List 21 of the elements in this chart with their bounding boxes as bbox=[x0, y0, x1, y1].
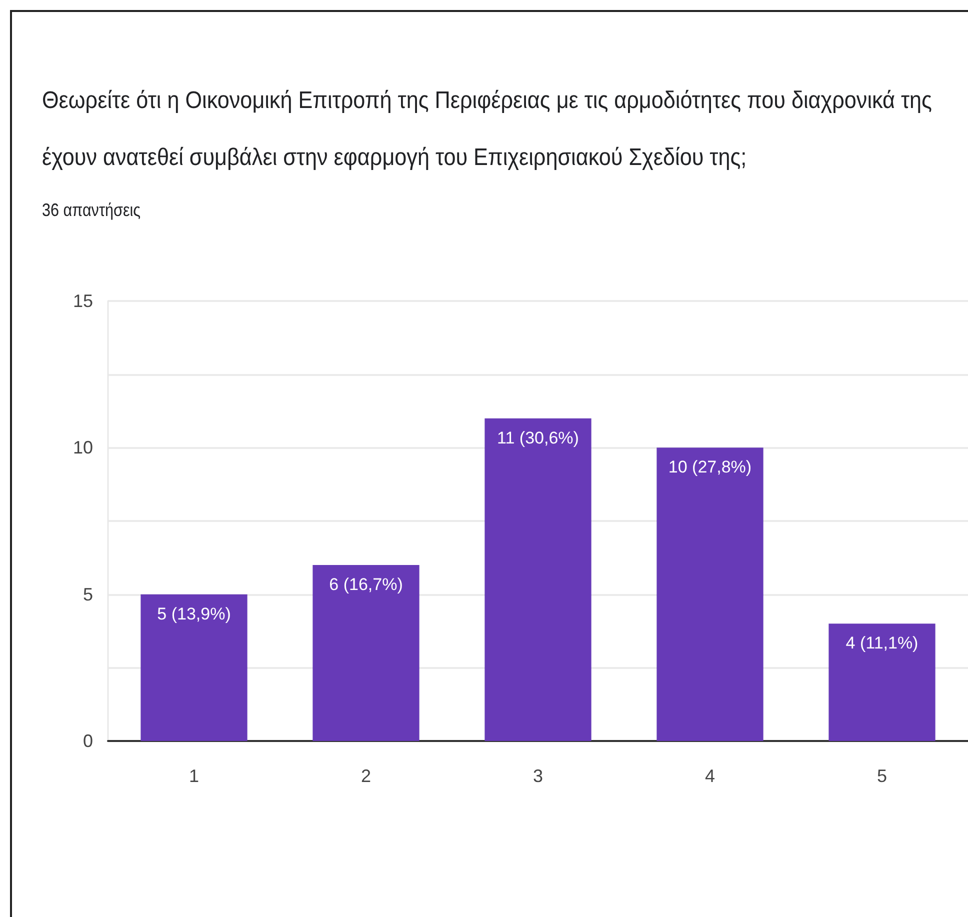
x-tick-label: 1 bbox=[188, 766, 200, 786]
bar bbox=[312, 565, 420, 741]
x-tick-label: 3 bbox=[532, 766, 544, 786]
data-label: 4 (11,1%) bbox=[846, 634, 918, 653]
data-label: 11 (30,6%) bbox=[497, 428, 579, 448]
data-label: 6 (16,7%) bbox=[329, 575, 403, 594]
x-tick-label: 2 bbox=[360, 766, 372, 786]
x-tick-label: 4 bbox=[704, 766, 716, 786]
chart-title: Θεωρείτε ότι η Οικονομική Επιτροπή της Περιφέρειας με τις αρμοδιότητες που διαχρονικά της έχουν ανατεθεί συμβάλει στην εφαρμογή του Επιχειρησιακού Σχεδίου της; bbox=[42, 87, 932, 171]
bar bbox=[656, 448, 764, 741]
bar bbox=[484, 418, 592, 741]
data-label: 10 (27,8%) bbox=[668, 458, 752, 477]
data-label: 5 (13,9%) bbox=[157, 604, 231, 624]
y-tick-label: 5 bbox=[82, 584, 93, 604]
bar bbox=[140, 594, 248, 741]
chart-subtitle: 36 απαντήσεις bbox=[42, 199, 141, 222]
bar bbox=[828, 624, 936, 741]
y-tick-label: 10 bbox=[72, 438, 93, 458]
y-tick-label: 0 bbox=[82, 731, 93, 751]
y-tick-label: 15 bbox=[72, 291, 93, 311]
x-tick-label: 5 bbox=[876, 766, 888, 786]
